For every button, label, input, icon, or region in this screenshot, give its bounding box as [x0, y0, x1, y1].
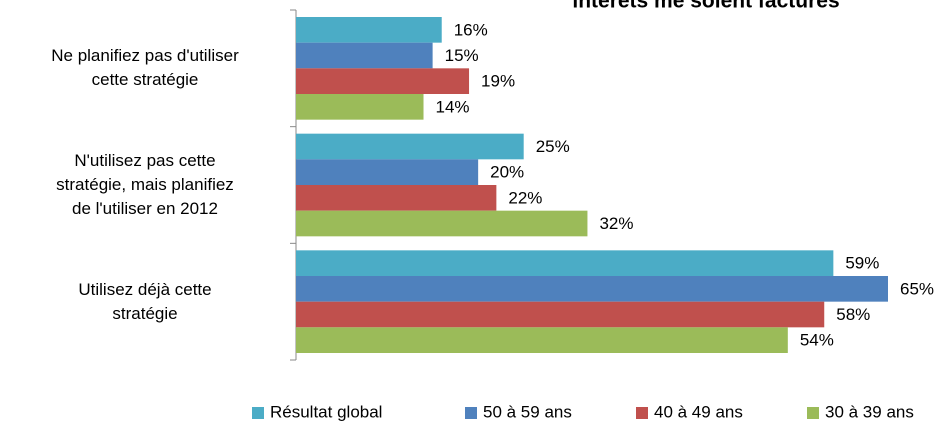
bar — [296, 94, 424, 120]
data-label: 65% — [900, 279, 934, 298]
bar — [296, 133, 524, 160]
data-label: 14% — [436, 97, 470, 116]
bar — [296, 42, 433, 69]
bar — [296, 185, 497, 211]
legend-label: Résultat global — [270, 402, 382, 421]
data-label: 32% — [599, 214, 633, 233]
legend-swatch — [636, 407, 648, 419]
legend-swatch — [252, 407, 264, 419]
data-label: 59% — [845, 254, 879, 273]
bar — [296, 159, 479, 185]
chart-title: intérêts me soient facturés — [572, 0, 839, 13]
data-label: 22% — [508, 188, 542, 207]
bar — [296, 301, 825, 328]
data-label: 16% — [454, 20, 488, 39]
data-label: 15% — [445, 46, 479, 65]
bar — [296, 210, 588, 237]
data-label: 25% — [536, 137, 570, 156]
legend-label: 50 à 59 ans — [483, 402, 572, 421]
data-label: 54% — [800, 331, 834, 350]
category-label: Utilisez déjà cette stratégie — [78, 279, 212, 323]
legend-swatch — [465, 407, 477, 419]
bar — [296, 276, 888, 302]
legend-label: 40 à 49 ans — [654, 402, 743, 421]
legend-swatch — [807, 407, 819, 419]
bar — [296, 327, 788, 353]
category-label: Ne planifiez pas d'utiliser cette straté… — [51, 46, 239, 90]
bar — [296, 250, 834, 276]
bar — [296, 68, 470, 94]
category-label: N'utilisez pas cette stratégie, mais pla… — [56, 151, 234, 218]
data-label: 20% — [490, 163, 524, 182]
data-label: 19% — [481, 72, 515, 91]
bar — [296, 17, 442, 43]
data-label: 58% — [836, 305, 870, 324]
legend-label: 30 à 39 ans — [825, 402, 914, 421]
